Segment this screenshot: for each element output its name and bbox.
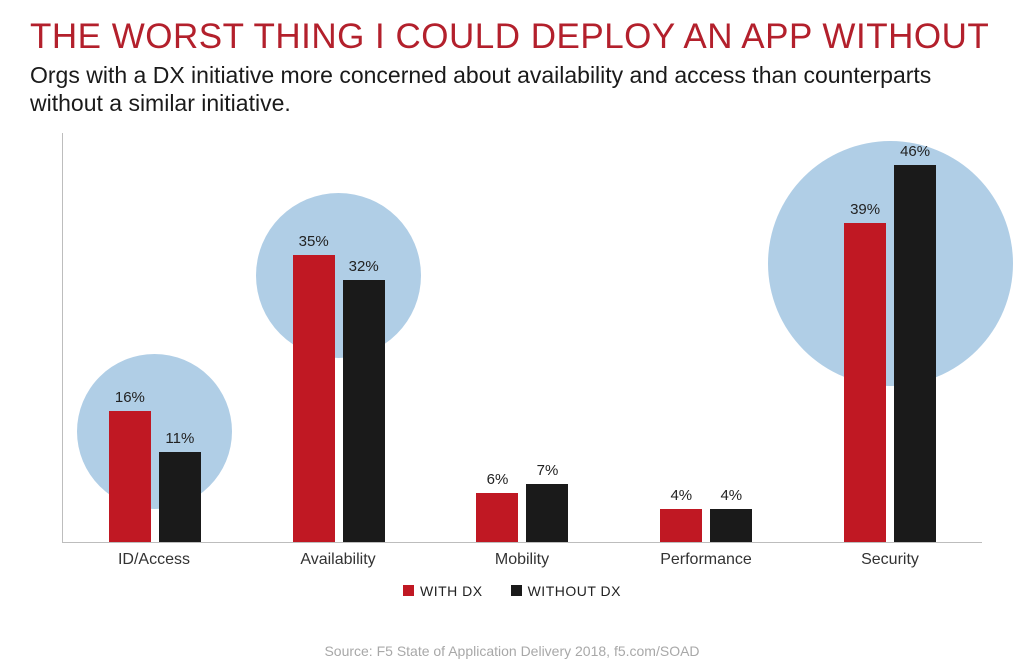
- bar-value-label: 7%: [537, 462, 559, 479]
- chart-plot-area: 16%11%35%32%6%7%4%4%39%46%: [62, 133, 982, 543]
- bar-value-label: 16%: [115, 389, 145, 406]
- bar-with_dx: 35%: [293, 255, 335, 541]
- bar-group: 4%4%: [614, 133, 798, 542]
- source-citation: Source: F5 State of Application Delivery…: [0, 643, 1024, 659]
- bar-without_dx: 32%: [343, 280, 385, 542]
- bar-group: 39%46%: [798, 133, 982, 542]
- x-axis-label: Security: [798, 551, 982, 569]
- bar-group: 6%7%: [431, 133, 615, 542]
- x-axis-label: Availability: [246, 551, 430, 569]
- chart-legend: WITH DX WITHOUT DX: [32, 583, 992, 599]
- bar-group: 35%32%: [247, 133, 431, 542]
- x-axis-label: ID/Access: [62, 551, 246, 569]
- bar-value-label: 4%: [670, 487, 692, 504]
- bar-without_dx: 7%: [526, 484, 568, 541]
- bar-value-label: 11%: [165, 430, 194, 447]
- chart-container: 16%11%35%32%6%7%4%4%39%46% ID/AccessAvai…: [32, 133, 992, 603]
- legend-label: WITH DX: [420, 583, 483, 599]
- chart-category: 35%32%: [247, 133, 431, 542]
- legend-swatch: [403, 585, 414, 596]
- bar-value-label: 32%: [349, 258, 379, 275]
- bar-with_dx: 6%: [476, 493, 518, 542]
- bar-without_dx: 11%: [159, 452, 201, 542]
- bar-value-label: 4%: [720, 487, 742, 504]
- chart-x-axis-labels: ID/AccessAvailabilityMobilityPerformance…: [62, 551, 982, 569]
- bar-with_dx: 16%: [109, 411, 151, 542]
- bar-value-label: 39%: [850, 201, 880, 218]
- slide-title: THE WORST THING I COULD DEPLOY AN APP WI…: [30, 18, 994, 57]
- bar-with_dx: 39%: [844, 223, 886, 542]
- legend-label: WITHOUT DX: [528, 583, 621, 599]
- bar-value-label: 46%: [900, 143, 930, 160]
- x-axis-label: Performance: [614, 551, 798, 569]
- bar-group: 16%11%: [63, 133, 247, 542]
- chart-category: 4%4%: [614, 133, 798, 542]
- chart-categories: 16%11%35%32%6%7%4%4%39%46%: [63, 133, 982, 542]
- slide-subtitle: Orgs with a DX initiative more concerned…: [30, 61, 950, 117]
- slide-container: THE WORST THING I COULD DEPLOY AN APP WI…: [0, 0, 1024, 669]
- x-axis-label: Mobility: [430, 551, 614, 569]
- bar-value-label: 6%: [487, 471, 509, 488]
- bar-without_dx: 46%: [894, 165, 936, 541]
- legend-swatch: [511, 585, 522, 596]
- legend-item: WITH DX: [403, 583, 483, 599]
- chart-category: 39%46%: [798, 133, 982, 542]
- bar-with_dx: 4%: [660, 509, 702, 542]
- chart-category: 16%11%: [63, 133, 247, 542]
- bar-value-label: 35%: [299, 233, 329, 250]
- chart-category: 6%7%: [431, 133, 615, 542]
- legend-item: WITHOUT DX: [511, 583, 621, 599]
- bar-without_dx: 4%: [710, 509, 752, 542]
